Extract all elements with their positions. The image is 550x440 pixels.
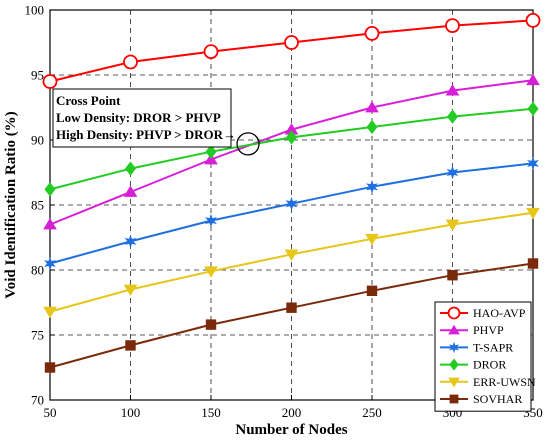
annotation-line-2: Low Density: DROR > PHVP [56,110,221,125]
point-err-uwsn [43,306,57,319]
point-dror [366,119,378,135]
series-phvp [43,73,540,230]
legend-item-hao-avp: HAO-AVP [440,306,526,320]
y-tick-label: 70 [31,393,44,408]
point-sovhar [44,362,56,373]
point-t-sapr [44,256,56,271]
cross-point-annotation: Cross Point Low Density: DROR > PHVP Hig… [52,88,260,156]
point-hao-avp [203,44,219,59]
point-phvp [526,73,540,86]
point-hao-avp [123,54,138,70]
point-t-sapr [446,165,459,180]
point-dror [446,109,459,124]
point-t-sapr [124,234,137,249]
point-phvp [365,101,379,113]
legend-item-dror: DROR [440,358,506,372]
point-phvp [445,84,460,96]
y-tick-label: 75 [31,328,44,343]
y-axis-title: Void Identification Ratio (%) [3,111,19,298]
cross-point-circle [236,132,260,156]
legend-item-err-uwsn: ERR-UWSN [440,375,536,389]
point-t-sapr [205,213,217,228]
point-err-uwsn [526,207,540,220]
series-t-sapr [44,156,539,271]
legend-label: DROR [473,358,506,372]
annotation-line-3: High Density: PHVP > DROR→ [56,127,236,142]
point-hao-avp [525,12,541,28]
point-hao-avp [42,74,58,89]
series-dror [44,101,539,197]
point-sovhar [286,302,297,313]
y-axis-ticks: 70 75 80 85 90 95 100 [25,3,55,408]
point-dror [527,101,539,116]
point-dror [44,182,56,197]
point-t-sapr [527,156,539,171]
point-err-uwsn [123,284,138,296]
point-dror [205,144,217,159]
legend-label: HAO-AVP [473,306,526,320]
legend-item-t-sapr: T-SAPR [440,340,513,354]
x-axis-title: Number of Nodes [235,422,347,438]
x-axis-ticks: 50 100 150 200 250 300 350 [44,395,543,420]
legend-marker [448,324,460,335]
legend-item-phvp: PHVP [440,323,504,337]
annotation-box [52,88,232,148]
y-tick-label: 100 [25,3,45,18]
x-tick-label: 200 [282,405,302,420]
legend-label: PHVP [473,323,504,337]
point-phvp [43,218,57,230]
legend-marker [447,306,461,320]
series-err-uwsn [43,207,540,319]
legend-marker [449,358,459,371]
point-err-uwsn [284,249,299,261]
point-hao-avp [284,35,299,50]
point-phvp [123,185,138,197]
point-err-uwsn [365,233,379,246]
point-err-uwsn [445,219,460,231]
x-tick-label: 150 [201,405,221,420]
series-hao-avp [42,12,541,89]
x-tick-label: 250 [362,405,382,420]
legend: HAO-AVP PHVP T-SAPR DROR ERR-UWSN SOVHAR [434,301,536,412]
legend-marker [448,377,460,388]
point-dror [285,130,298,145]
y-tick-label: 95 [31,68,44,83]
series-sovhar [44,258,539,373]
y-tick-label: 90 [31,133,44,148]
legend-marker [449,394,459,404]
point-sovhar [366,285,378,296]
point-sovhar [125,340,136,351]
point-hao-avp [364,26,380,41]
legend-marker [448,341,460,354]
legend-label: T-SAPR [473,340,513,354]
y-tick-label: 85 [31,198,44,213]
legend-box [434,301,532,412]
point-hao-avp [445,18,460,34]
x-tick-label: 50 [44,405,57,420]
legend-label: ERR-UWSN [473,375,536,389]
point-sovhar [205,319,217,330]
series-layer [42,12,541,373]
point-err-uwsn [204,266,218,278]
point-dror [124,161,137,176]
y-tick-label: 80 [31,263,44,278]
point-sovhar [527,258,539,269]
point-t-sapr [366,179,378,194]
annotation-line-1: Cross Point [56,93,121,108]
point-sovhar [447,270,458,281]
legend-label: SOVHAR [473,392,522,406]
point-t-sapr [285,196,298,211]
legend-item-sovhar: SOVHAR [440,392,522,406]
point-phvp [284,123,299,135]
x-tick-label: 100 [121,405,141,420]
